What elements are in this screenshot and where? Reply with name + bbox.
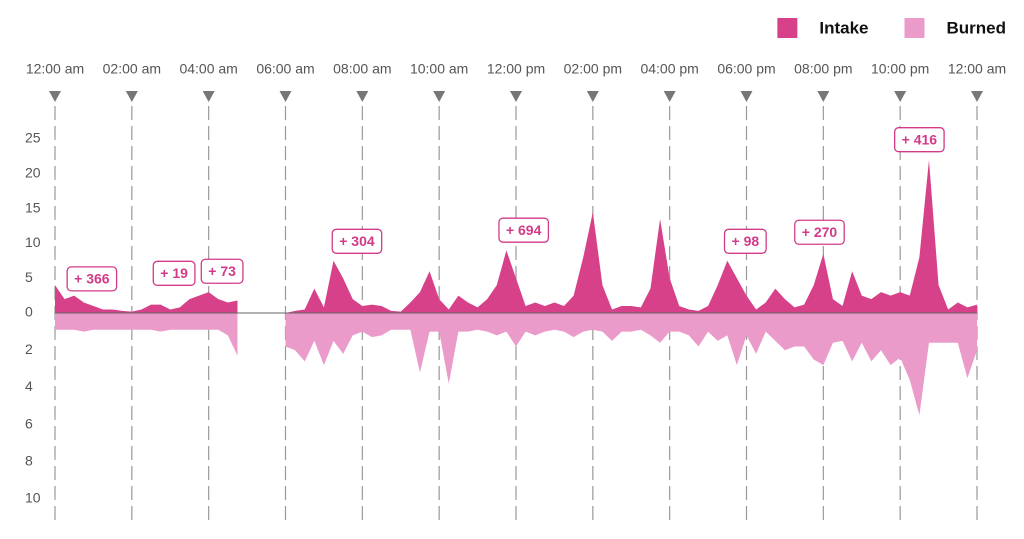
annotation: + 98 — [723, 228, 767, 254]
area — [55, 313, 238, 356]
legend-swatch — [777, 18, 798, 38]
annotation-label: + 366 — [74, 271, 110, 287]
x-tick-label: 12:00 pm — [487, 61, 545, 77]
tick-marker — [356, 91, 369, 102]
y2-tick-label: 8 — [25, 453, 33, 469]
area — [55, 285, 238, 313]
annotation-box — [498, 217, 550, 243]
x-tick-label: 06:00 pm — [717, 61, 775, 77]
tick-marker — [586, 91, 599, 102]
y-tick-label: 15 — [25, 199, 41, 215]
legend-label: Intake — [819, 18, 868, 37]
tick-marker — [510, 91, 522, 102]
y-tick-label: 25 — [25, 130, 41, 146]
annotation-box — [894, 127, 945, 153]
annotation: + 416 — [894, 127, 945, 153]
legend-swatch — [904, 18, 925, 38]
tick-marker — [49, 91, 61, 102]
annotation-box — [794, 219, 845, 245]
annotation-box — [723, 228, 767, 254]
annotation-box — [152, 260, 196, 286]
x-tick-label: 04:00 pm — [640, 61, 698, 77]
tick-marker — [663, 91, 676, 102]
annotation-label: + 19 — [160, 265, 188, 281]
annotation-label: + 416 — [902, 131, 938, 147]
annotation-label: + 694 — [506, 222, 542, 238]
x-tick-label: 12:00 am — [948, 61, 1006, 77]
tick-marker — [433, 91, 446, 102]
x-tick-label: 10:00 pm — [871, 61, 929, 77]
y-tick-label: 0 — [25, 304, 33, 320]
annotation-box — [66, 266, 118, 292]
annotation-box — [331, 228, 383, 254]
annotation: + 694 — [498, 217, 550, 243]
y2-tick-label: 2 — [25, 341, 33, 357]
annotation: + 366 — [66, 266, 118, 292]
area — [285, 313, 977, 416]
x-tick-label: 04:00 am — [179, 61, 237, 77]
tick-marker — [894, 91, 907, 102]
annotation: + 304 — [331, 228, 383, 254]
annotation-label: + 73 — [208, 263, 236, 279]
tick-marker — [817, 91, 830, 102]
tick-marker — [125, 91, 138, 102]
tick-marker — [202, 91, 215, 102]
annotation: + 73 — [200, 258, 244, 284]
area — [285, 159, 977, 313]
y-tick-label: 20 — [25, 165, 41, 181]
y2-tick-label: 6 — [25, 415, 33, 431]
y2-tick-label: 4 — [25, 378, 33, 394]
x-tick-label: 06:00 am — [256, 61, 314, 77]
x-tick-label: 12:00 am — [26, 61, 84, 77]
y-tick-label: 5 — [25, 269, 33, 285]
y-tick-label: 10 — [25, 234, 41, 250]
x-tick-label: 08:00 am — [333, 61, 391, 77]
annotation-label: + 98 — [732, 233, 760, 249]
annotation: + 270 — [794, 219, 845, 245]
x-tick-label: 10:00 am — [410, 61, 468, 77]
x-tick-label: 02:00 am — [103, 61, 161, 77]
x-tick-label: 08:00 pm — [794, 61, 852, 77]
x-tick-label: 02:00 pm — [564, 61, 622, 77]
annotation-box — [200, 258, 244, 284]
tick-marker — [740, 91, 753, 102]
y2-tick-label: 10 — [25, 490, 41, 506]
annotation-label: + 304 — [339, 233, 375, 249]
tick-marker — [971, 91, 983, 102]
annotation: + 19 — [152, 260, 196, 286]
tick-marker — [279, 91, 292, 102]
legend-label: Burned — [947, 18, 1007, 37]
annotation-label: + 270 — [802, 224, 838, 240]
